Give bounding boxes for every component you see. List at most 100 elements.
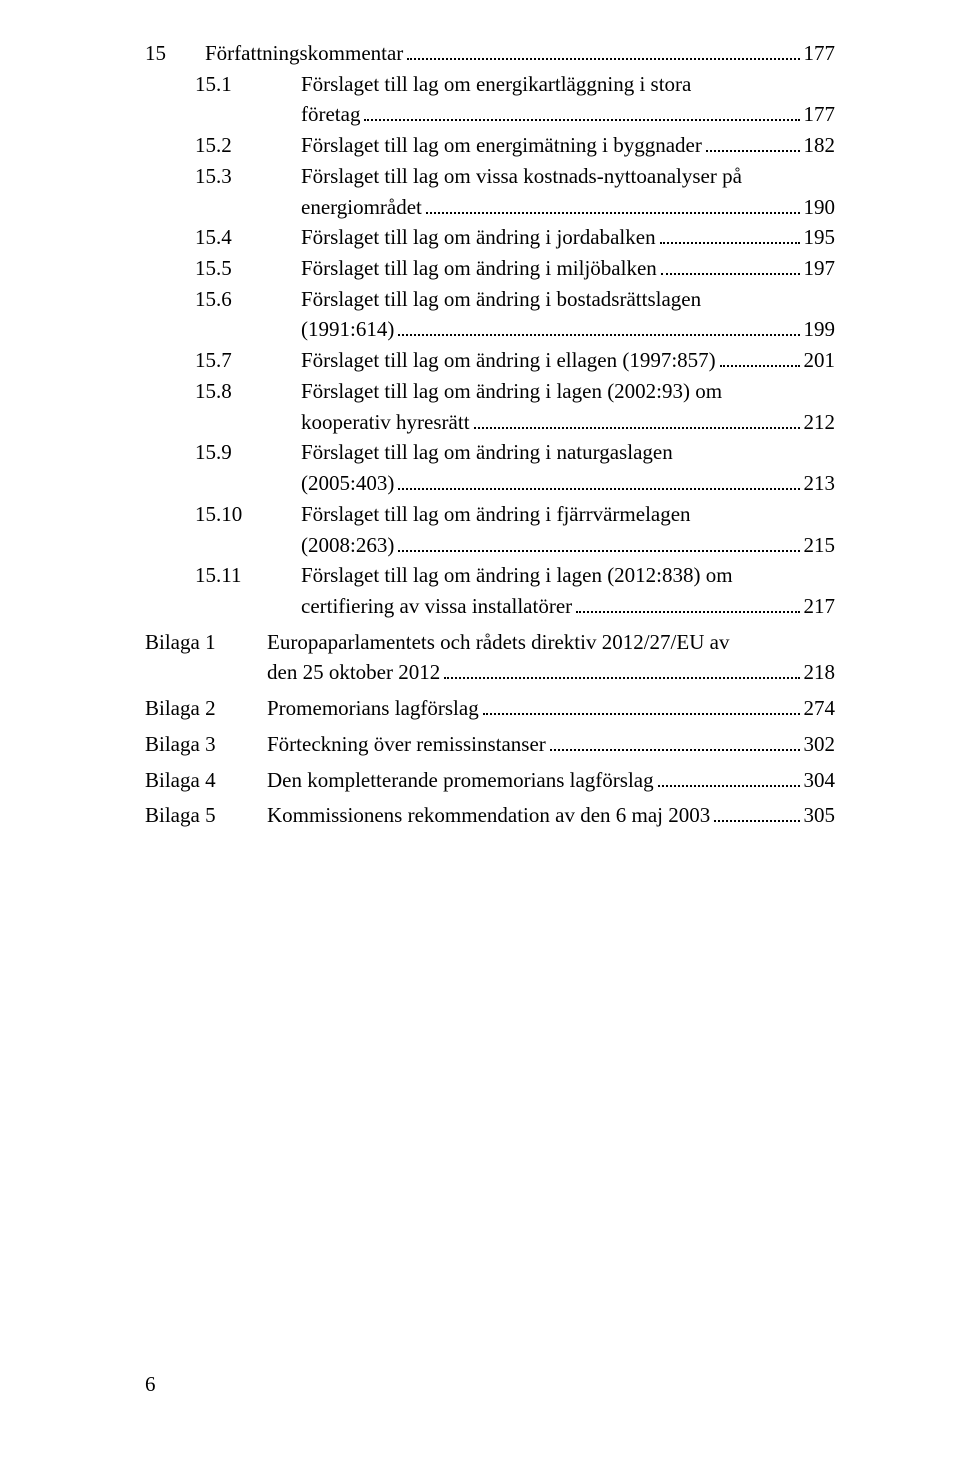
toc-entry-body: (1991:614)199: [301, 316, 835, 344]
dot-leader: [660, 226, 800, 245]
toc-row: Bilaga 3Förteckning över remissinstanser…: [145, 731, 835, 759]
toc-entry-body: energiområdet 190: [301, 194, 835, 222]
toc-entry-text: Kommissionens rekommendation av den 6 ma…: [267, 802, 710, 830]
toc-entry-page: 212: [804, 409, 836, 437]
toc-entry-page: 305: [804, 802, 836, 830]
toc-row: certifiering av vissa installatörer217: [195, 593, 835, 621]
toc-heading-num: 15: [145, 40, 205, 68]
toc-row: (2005:403) 213: [195, 470, 835, 498]
toc-entry-text: Den kompletterande promemorians lagförsl…: [267, 767, 654, 795]
toc-entry-text: Förslaget till lag om ändring i jordabal…: [301, 224, 656, 252]
toc-entry-page: 213: [804, 470, 836, 498]
toc-entry-text: Förslaget till lag om ändring i naturgas…: [301, 440, 673, 464]
toc-row: (1991:614)199: [195, 316, 835, 344]
dot-leader: [714, 803, 799, 822]
toc-entry-page: 302: [804, 731, 836, 759]
dot-leader: [398, 318, 799, 337]
toc-entry-page: 274: [804, 695, 836, 723]
dot-leader: [658, 768, 800, 787]
toc-entry-text: kooperativ hyresrätt: [301, 409, 470, 437]
toc-row: 15.1Förslaget till lag om energikartlägg…: [195, 71, 835, 99]
toc-entry-num: 15.11: [195, 562, 301, 590]
toc-row: Bilaga 2Promemorians lagförslag 274: [145, 695, 835, 723]
toc-entry-page: 195: [804, 224, 836, 252]
toc-entry-body: kooperativ hyresrätt 212: [301, 409, 835, 437]
toc-row: 15.7Förslaget till lag om ändring i ella…: [195, 347, 835, 375]
toc-entry-num: 15.4: [195, 224, 301, 252]
toc-entry-num: Bilaga 1: [145, 629, 267, 657]
toc-entry-body: Europaparlamentets och rådets direktiv 2…: [267, 629, 835, 657]
toc-entry-text: Förslaget till lag om energimätning i by…: [301, 132, 702, 160]
toc-entry-text: Europaparlamentets och rådets direktiv 2…: [267, 630, 729, 654]
toc-entry-page: 218: [804, 659, 836, 687]
toc-entry-num: 15.8: [195, 378, 301, 406]
toc-entry-text: energiområdet: [301, 194, 422, 222]
toc-bilaga-entries: Bilaga 1Europaparlamentets och rådets di…: [145, 629, 835, 830]
toc-bilaga-block: Bilaga 5Kommissionens rekommendation av …: [145, 802, 835, 830]
dot-leader: [398, 471, 799, 490]
toc-bilaga-block: Bilaga 4Den kompletterande promemorians …: [145, 767, 835, 795]
toc-bilaga-block: Bilaga 3Förteckning över remissinstanser…: [145, 731, 835, 759]
toc-entry-text: Förslaget till lag om ändring i ellagen …: [301, 347, 716, 375]
toc-row: 15.11Förslaget till lag om ändring i lag…: [195, 562, 835, 590]
dot-leader: [483, 696, 800, 715]
toc-row: kooperativ hyresrätt 212: [195, 409, 835, 437]
toc-row: 15.10Förslaget till lag om ändring i fjä…: [195, 501, 835, 529]
toc-row: Bilaga 5Kommissionens rekommendation av …: [145, 802, 835, 830]
toc-row: Bilaga 1Europaparlamentets och rådets di…: [145, 629, 835, 657]
toc-entry-text: Förslaget till lag om ändring i lagen (2…: [301, 563, 733, 587]
dot-leader: [661, 256, 800, 275]
dot-leader: [720, 348, 800, 367]
toc-entry-num: Bilaga 5: [145, 802, 267, 830]
toc-entry-text: Förteckning över remissinstanser: [267, 731, 546, 759]
dot-leader: [576, 594, 799, 613]
toc-entry-body: Förslaget till lag om energimätning i by…: [301, 132, 835, 160]
toc-entry-num: 15.10: [195, 501, 301, 529]
toc-entry-num: 15.2: [195, 132, 301, 160]
toc-entry-text: Förslaget till lag om vissa kostnads-nyt…: [301, 164, 742, 188]
toc-row: 15.2Förslaget till lag om energimätning …: [195, 132, 835, 160]
toc-entry-body: Den kompletterande promemorians lagförsl…: [267, 767, 835, 795]
toc-entry-body: Förslaget till lag om ändring i naturgas…: [301, 439, 835, 467]
toc-sub-entries: 15.1Förslaget till lag om energikartlägg…: [195, 71, 835, 621]
page-number: 6: [145, 1371, 156, 1399]
toc-entry-num: 15.9: [195, 439, 301, 467]
toc-entry-text: Promemorians lagförslag: [267, 695, 479, 723]
dot-leader: [474, 410, 800, 429]
toc-entry-num: Bilaga 2: [145, 695, 267, 723]
toc-entry-body: Förslaget till lag om ändring i fjärrvär…: [301, 501, 835, 529]
toc-bilaga-block: Bilaga 2Promemorians lagförslag 274: [145, 695, 835, 723]
toc-entry-num: 15.7: [195, 347, 301, 375]
toc-entry-text: (1991:614): [301, 316, 394, 344]
toc-row: 15.3Förslaget till lag om vissa kostnads…: [195, 163, 835, 191]
toc-entry-body: (2005:403) 213: [301, 470, 835, 498]
toc-entry-body: företag177: [301, 101, 835, 129]
toc-entry-num: Bilaga 3: [145, 731, 267, 759]
toc-entry-text: Förslaget till lag om ändring i bostadsr…: [301, 287, 701, 311]
toc-entry-page: 190: [804, 194, 836, 222]
toc-entry-body: certifiering av vissa installatörer217: [301, 593, 835, 621]
toc-row: Bilaga 4Den kompletterande promemorians …: [145, 767, 835, 795]
toc-entry-text: certifiering av vissa installatörer: [301, 593, 572, 621]
toc-entry-num: 15.1: [195, 71, 301, 99]
toc-entry-num: 15.3: [195, 163, 301, 191]
toc-entry-text: (2005:403): [301, 470, 394, 498]
dot-leader: [426, 195, 800, 214]
toc-entry-num: 15.5: [195, 255, 301, 283]
toc-entry-body: Promemorians lagförslag 274: [267, 695, 835, 723]
toc-row: energiområdet 190: [195, 194, 835, 222]
toc-entry-text: Förslaget till lag om ändring i lagen (2…: [301, 379, 722, 403]
dot-leader: [407, 41, 799, 60]
toc-entry-body: Kommissionens rekommendation av den 6 ma…: [267, 802, 835, 830]
toc-entry-page: 304: [804, 767, 836, 795]
toc-entry-page: 197: [804, 255, 836, 283]
dot-leader: [364, 103, 799, 122]
toc-content: 15 Författningskommentar 177 15.1Förslag…: [145, 40, 835, 830]
toc-entry-page: 215: [804, 532, 836, 560]
toc-row: 15.9Förslaget till lag om ändring i natu…: [195, 439, 835, 467]
toc-entry-body: Förslaget till lag om ändring i lagen (2…: [301, 562, 835, 590]
toc-row: 15.5Förslaget till lag om ändring i milj…: [195, 255, 835, 283]
toc-heading-body: Författningskommentar 177: [205, 40, 835, 68]
dot-leader: [444, 661, 799, 680]
toc-entry-body: Förslaget till lag om energikartläggning…: [301, 71, 835, 99]
